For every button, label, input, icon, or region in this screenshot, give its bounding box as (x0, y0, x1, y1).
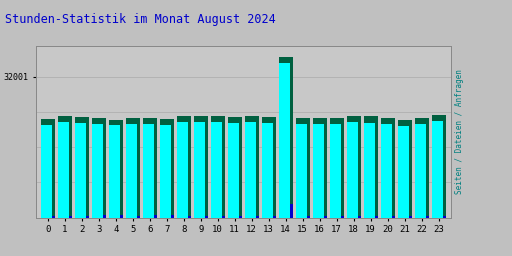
Bar (92, 118, 106, 218)
Bar (290, 204, 293, 218)
Bar (155, 215, 157, 218)
Bar (313, 118, 327, 218)
Bar (330, 124, 341, 218)
Bar (426, 216, 429, 218)
Bar (262, 123, 273, 218)
Bar (325, 216, 327, 218)
Bar (143, 118, 157, 218)
Bar (432, 115, 446, 218)
Bar (75, 123, 86, 218)
Bar (177, 122, 188, 218)
Bar (87, 216, 89, 218)
Bar (160, 125, 171, 218)
Bar (342, 216, 344, 218)
Bar (257, 216, 259, 218)
Bar (410, 216, 412, 218)
Bar (58, 122, 69, 218)
Bar (194, 116, 208, 218)
Bar (245, 116, 259, 218)
Bar (307, 216, 310, 218)
Bar (177, 116, 191, 218)
Bar (109, 125, 120, 218)
Bar (40, 119, 55, 218)
Bar (245, 122, 256, 218)
Bar (75, 117, 89, 218)
Bar (398, 126, 409, 218)
Text: Seiten / Dateien / Anfragen: Seiten / Dateien / Anfragen (455, 69, 464, 194)
Bar (103, 215, 105, 218)
Bar (296, 124, 307, 218)
Bar (415, 118, 429, 218)
Bar (205, 216, 208, 218)
Bar (364, 123, 375, 218)
Bar (347, 116, 361, 218)
Bar (432, 121, 443, 218)
Bar (397, 120, 412, 218)
Bar (137, 216, 140, 218)
Bar (222, 216, 225, 218)
Bar (330, 118, 344, 218)
Bar (228, 123, 239, 218)
Bar (415, 124, 426, 218)
Bar (347, 122, 358, 218)
Bar (392, 216, 395, 218)
Bar (92, 124, 103, 218)
Bar (211, 122, 222, 218)
Bar (109, 120, 123, 218)
Bar (228, 117, 242, 218)
Bar (41, 125, 52, 218)
Bar (364, 116, 378, 218)
Bar (172, 215, 174, 218)
Bar (120, 215, 123, 218)
Bar (160, 119, 174, 218)
Bar (313, 124, 324, 218)
Bar (380, 118, 395, 218)
Bar (126, 124, 137, 218)
Bar (52, 216, 55, 218)
Bar (443, 216, 445, 218)
Bar (210, 116, 225, 218)
Bar (143, 124, 154, 218)
Bar (125, 118, 140, 218)
Bar (70, 216, 72, 218)
Bar (358, 216, 360, 218)
Bar (375, 216, 378, 218)
Bar (194, 122, 205, 218)
Bar (262, 117, 276, 218)
Bar (188, 216, 190, 218)
Bar (381, 124, 392, 218)
Bar (273, 216, 275, 218)
Bar (279, 63, 290, 218)
Bar (58, 115, 72, 218)
Text: Stunden-Statistik im Monat August 2024: Stunden-Statistik im Monat August 2024 (5, 13, 276, 26)
Bar (295, 118, 310, 218)
Bar (240, 216, 242, 218)
Bar (279, 57, 293, 218)
